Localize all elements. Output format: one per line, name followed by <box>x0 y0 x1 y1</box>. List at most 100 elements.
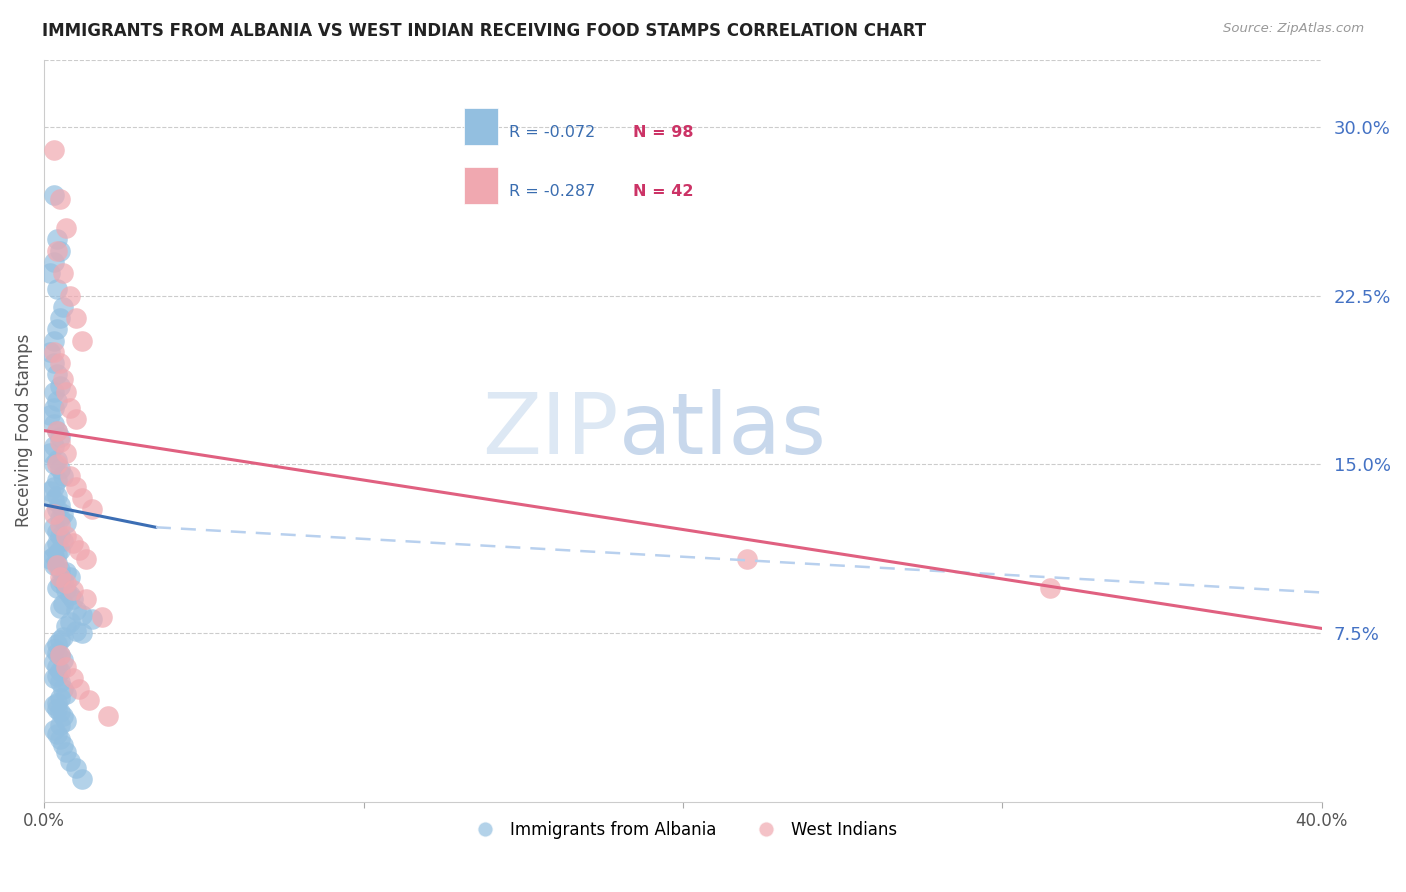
Point <box>49 511 72 525</box>
Point <box>52 507 75 521</box>
Point <box>42 493 65 508</box>
Point <box>49 244 72 258</box>
Point <box>45 368 67 382</box>
Text: atlas: atlas <box>619 389 827 472</box>
Point <box>55 529 77 543</box>
Point <box>45 489 67 503</box>
Point <box>52 631 75 645</box>
Point <box>59 468 82 483</box>
Point <box>52 266 75 280</box>
Point <box>45 536 67 550</box>
Text: IMMIGRANTS FROM ALBANIA VS WEST INDIAN RECEIVING FOOD STAMPS CORRELATION CHART: IMMIGRANTS FROM ALBANIA VS WEST INDIAN R… <box>42 22 927 40</box>
Point <box>72 491 94 505</box>
Point <box>45 424 67 438</box>
Point <box>42 385 65 400</box>
Point <box>72 772 94 786</box>
Point <box>49 570 72 584</box>
Point <box>55 446 77 460</box>
Point <box>72 334 94 348</box>
Point <box>42 520 65 534</box>
Point <box>80 502 103 516</box>
Point <box>65 480 87 494</box>
Point <box>45 232 67 246</box>
Point <box>45 659 67 673</box>
Point <box>39 266 62 280</box>
Point <box>59 615 82 629</box>
Point <box>55 687 77 701</box>
Point <box>1039 581 1062 595</box>
Point <box>75 551 97 566</box>
Point <box>45 458 67 472</box>
Point <box>49 518 72 533</box>
Legend: Immigrants from Albania, West Indians: Immigrants from Albania, West Indians <box>461 814 904 846</box>
Point <box>49 563 72 577</box>
Point <box>42 698 65 712</box>
Point <box>42 549 65 564</box>
Point <box>42 655 65 669</box>
Point <box>45 244 67 258</box>
Point <box>65 311 87 326</box>
Point <box>42 480 65 494</box>
Point <box>59 754 82 768</box>
Point <box>42 143 65 157</box>
Point <box>49 675 72 690</box>
Point <box>45 727 67 741</box>
Point <box>42 401 65 416</box>
Point <box>52 739 75 753</box>
Point <box>45 558 67 573</box>
Point <box>49 576 72 591</box>
Point <box>55 659 77 673</box>
Point <box>45 637 67 651</box>
Point <box>39 484 62 499</box>
Point <box>62 592 84 607</box>
Point <box>45 581 67 595</box>
Point <box>55 566 77 580</box>
Point <box>55 516 77 530</box>
Point <box>55 745 77 759</box>
Point <box>52 468 75 483</box>
Point <box>59 570 82 584</box>
Point <box>72 607 94 622</box>
Point <box>67 682 90 697</box>
Point <box>49 731 72 746</box>
Point <box>52 653 75 667</box>
Point <box>55 714 77 728</box>
Point <box>42 558 65 573</box>
Point <box>49 430 72 444</box>
Point <box>42 458 65 472</box>
Point <box>45 547 67 561</box>
Point <box>45 282 67 296</box>
Point <box>49 542 72 557</box>
Point <box>42 417 65 431</box>
Point <box>45 696 67 710</box>
Point <box>49 718 72 732</box>
Point <box>45 322 67 336</box>
Point <box>49 311 72 326</box>
Point <box>49 378 72 392</box>
Point <box>49 356 72 370</box>
Point <box>49 664 72 678</box>
Point <box>45 394 67 409</box>
Point <box>49 529 72 543</box>
Point <box>77 693 100 707</box>
Y-axis label: Receiving Food Stamps: Receiving Food Stamps <box>15 334 32 527</box>
Point <box>49 632 72 647</box>
Point <box>52 597 75 611</box>
Point <box>52 372 75 386</box>
Point <box>55 385 77 400</box>
Point <box>42 439 65 453</box>
Point <box>45 646 67 660</box>
Point <box>45 668 67 682</box>
Point <box>49 691 72 706</box>
Point <box>52 709 75 723</box>
Point <box>59 401 82 416</box>
Point <box>45 702 67 716</box>
Point <box>45 452 67 467</box>
Point <box>39 551 62 566</box>
Point <box>62 583 84 598</box>
Point <box>45 473 67 487</box>
Point <box>42 671 65 685</box>
Point <box>49 705 72 719</box>
Point <box>59 288 82 302</box>
Point <box>42 541 65 555</box>
